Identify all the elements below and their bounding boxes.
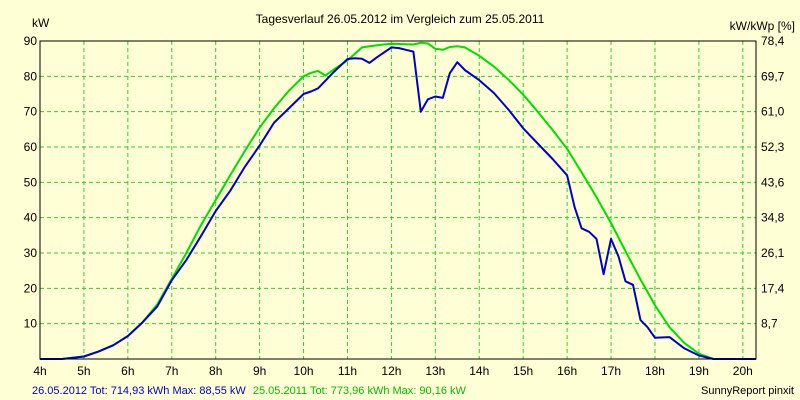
legend-footer: 26.05.2012 Tot: 714,93 kWh Max: 88,55 kW… [32,385,466,397]
series-lines [40,41,756,360]
y-axis-left-label: kW [32,16,50,30]
y-right-tick-label: 69,7 [761,69,785,83]
x-tick-label: 13h [425,364,445,378]
y-right-tick-label: 17,4 [761,281,785,295]
x-tick-label: 16h [557,364,577,378]
y-left-tick-label: 20 [24,281,38,295]
legend-series-2012: 26.05.2012 Tot: 714,93 kWh Max: 88,55 kW [32,385,246,397]
x-tick-label: 19h [689,364,709,378]
y-left-tick-label: 40 [24,211,38,225]
y-left-tick-label: 80 [24,69,38,83]
y-left-tick-label: 10 [24,317,38,331]
legend-series-2011: 25.05.2011 Tot: 773,96 kWh Max: 90,16 kW [253,385,467,397]
x-tick-label: 15h [513,364,533,378]
plot-frame [39,40,757,360]
plot-area [40,41,756,359]
y-right-tick-label: 8,7 [761,317,778,331]
y-left-tick-label: 50 [24,175,38,189]
x-tick-label: 18h [645,364,665,378]
x-tick-label: 5h [77,364,90,378]
grid-lines [40,40,756,359]
y-right-tick-label: 26,1 [761,246,785,260]
x-tick-label: 4h [33,364,46,378]
x-tick-label: 7h [165,364,178,378]
x-tick-label: 6h [121,364,134,378]
y-left-tick-label: 90 [24,34,38,48]
y-right-tick-label: 43,6 [761,175,785,189]
x-tick-label: 14h [469,364,489,378]
x-tick-label: 9h [253,364,266,378]
plot-background [40,41,756,359]
y-axis-right-label: kW/kWp [%] [730,19,795,33]
x-axis-ticks: 4h 5h 6h 7h 8h 9h 10h 11h 12h 13h 14h 15h 16h 17h 18h 1… [33,364,753,378]
series-line-25-05-2011 [40,41,756,360]
chart-title: Tagesverlauf 26.05.2012 im Vergleich zum… [256,12,545,26]
y-right-tick-label: 61,0 [761,105,785,119]
x-tick-label: 11h [338,364,357,378]
x-tick-label: 10h [294,364,314,378]
y-axis-left-ticks: 10 20 30 40 50 60 70 80 90 [24,34,38,331]
y-left-tick-label: 30 [24,246,38,260]
y-axis-right-ticks: 8,7 17,4 26,1 34,8 43,6 52,3 61,0 69,7 78,4 [761,34,785,331]
y-right-tick-label: 52,3 [761,140,785,154]
x-tick-label: 8h [209,364,222,378]
y-right-tick-label: 78,4 [761,34,785,48]
x-tick-label: 12h [381,364,401,378]
y-left-tick-label: 60 [24,140,38,154]
y-right-tick-label: 34,8 [761,211,785,225]
x-tick-label: 17h [601,364,621,378]
series-line-26-05-2012 [40,46,756,360]
y-left-tick-label: 70 [24,105,38,119]
plot-border [39,40,757,360]
x-tick-label: 20h [733,364,753,378]
report-credit: SunnyReport pinxit [701,385,794,397]
